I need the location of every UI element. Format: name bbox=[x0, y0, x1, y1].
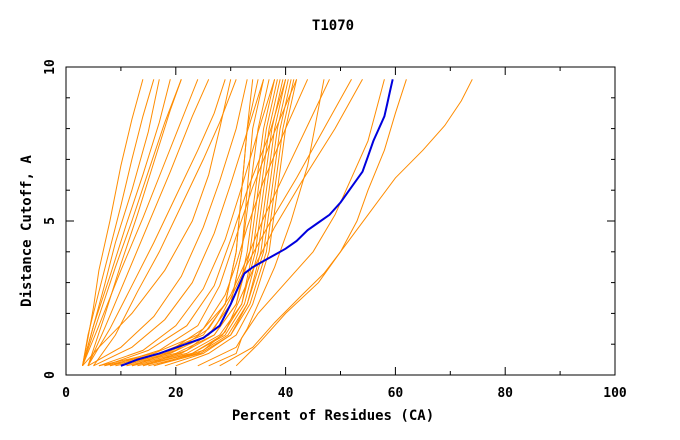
series-line-2 bbox=[82, 79, 155, 366]
x-tick-label: 60 bbox=[388, 386, 404, 401]
series-line-28 bbox=[142, 79, 287, 367]
x-axis-title: Percent of Residues (CA) bbox=[232, 408, 434, 424]
x-tick-label: 20 bbox=[168, 386, 184, 401]
series-line-14 bbox=[98, 79, 276, 367]
series-line-31 bbox=[164, 79, 295, 367]
x-tick-label: 80 bbox=[497, 386, 513, 401]
series-line-13 bbox=[93, 79, 265, 367]
series-line-32 bbox=[175, 79, 298, 367]
x-tick-label: 40 bbox=[278, 386, 294, 401]
series-line-33 bbox=[197, 79, 325, 367]
series-line-16 bbox=[109, 79, 298, 367]
other-series-group bbox=[82, 79, 473, 367]
series-line-8 bbox=[87, 79, 226, 367]
plot-frame bbox=[65, 66, 616, 376]
series-line-35 bbox=[208, 79, 385, 367]
series-line-4 bbox=[82, 79, 171, 366]
highlight-series-group bbox=[120, 79, 394, 367]
x-axis-ticks: 0 20 40 60 80 100 bbox=[62, 67, 627, 401]
y-tick-label: 10 bbox=[43, 59, 58, 75]
y-tick-label: 0 bbox=[43, 371, 58, 379]
series-line-11 bbox=[82, 79, 232, 367]
series-line-6 bbox=[82, 79, 199, 366]
series-line-12 bbox=[87, 79, 248, 367]
series-line-37 bbox=[235, 79, 473, 367]
series-line-5 bbox=[82, 79, 182, 366]
series-line-26 bbox=[131, 79, 281, 367]
y-axis-ticks: 0 5 10 bbox=[43, 59, 615, 379]
series-line-7 bbox=[87, 79, 210, 367]
x-tick-label: 0 bbox=[62, 386, 70, 401]
series-line-34 bbox=[153, 79, 363, 367]
series-line-10 bbox=[93, 79, 237, 367]
y-tick-label: 5 bbox=[43, 217, 58, 225]
x-tick-label: 100 bbox=[603, 386, 627, 401]
highlight-series-line bbox=[120, 79, 394, 367]
series-line-9 bbox=[87, 79, 182, 366]
y-axis-title: Distance Cutoff, A bbox=[19, 155, 35, 307]
series-line-15 bbox=[104, 79, 287, 367]
series-line-19 bbox=[142, 79, 352, 367]
series-line-30 bbox=[153, 79, 292, 367]
chart-title: T1070 bbox=[312, 18, 354, 34]
series-line-23 bbox=[115, 79, 270, 367]
